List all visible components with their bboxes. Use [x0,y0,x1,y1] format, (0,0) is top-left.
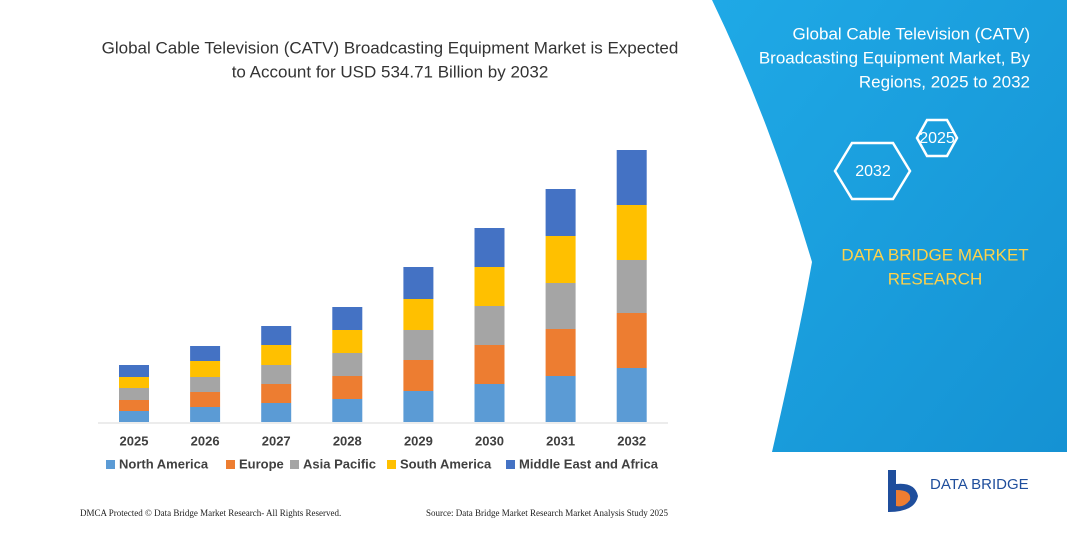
brand-text: RESEARCH [888,269,982,288]
bar-segment [403,267,434,299]
legend-label: Middle East and Africa [519,456,659,471]
bar-segment [190,361,221,377]
x-tick-label: 2031 [546,433,575,448]
bar-segment [119,377,149,388]
bar-segment [261,384,292,403]
legend-swatch [506,460,515,469]
bar-segment [119,388,149,400]
bar-segment [332,399,363,422]
bar-segment [545,329,576,376]
legend-label: Europe [239,456,284,471]
x-tick-label: 2027 [262,433,291,448]
bar-segment [545,236,576,283]
side-panel [712,0,1067,452]
brand-text: DATA BRIDGE MARKET [841,245,1028,264]
bar-segment [190,346,221,361]
legend-swatch [106,460,115,469]
bar-segment [474,267,505,306]
bar-segment [261,403,292,422]
chart-title: to Account for USD 534.71 Billion by 203… [232,62,549,81]
bar-segment [545,376,576,422]
bar-segment [332,307,363,330]
bar-segment [119,400,149,411]
bar-segment [545,283,576,329]
bar-segment [190,377,221,392]
x-tick-label: 2028 [333,433,362,448]
logo-mark [888,470,918,512]
footer-right: Source: Data Bridge Market Research Mark… [426,508,668,518]
bar-segment [474,384,505,422]
bar-segment [332,330,363,353]
bar-segment [332,353,363,376]
bar-segment [474,306,505,345]
x-tick-label: 2025 [120,433,149,448]
legend-swatch [387,460,396,469]
legend-swatch [226,460,235,469]
bar-segment [403,299,434,330]
bar-segment [474,228,505,267]
hexagon-label: 2032 [855,163,891,180]
x-tick-label: 2026 [191,433,220,448]
hexagon [915,118,959,158]
bar-segment [474,345,505,384]
legend-label: North America [119,456,209,471]
bar-segment [190,392,221,407]
bar-segment [616,205,647,260]
hexagon-label: 2025 [919,130,955,147]
bar-segment [261,345,292,365]
bar-segment [190,407,221,422]
bar-segment [332,376,363,399]
bar-segment [119,365,149,377]
bar-segment [261,326,292,345]
x-tick-label: 2029 [404,433,433,448]
legend-label: Asia Pacific [303,456,376,471]
legend-label: South America [400,456,492,471]
x-tick-label: 2030 [475,433,504,448]
panel-title: Broadcasting Equipment Market, By [759,48,1031,67]
bar-segment [403,360,434,391]
x-tick-label: 2032 [617,433,646,448]
panel-title: Global Cable Television (CATV) [793,24,1030,43]
bar-segment [119,411,149,422]
bar-segment [616,368,647,422]
bar-segment [403,391,434,422]
bar-segment [545,189,576,236]
bar-segment [616,150,647,205]
hexagon [833,141,912,201]
bar-segment [616,260,647,313]
bar-segment [261,365,292,384]
panel-title: Regions, 2025 to 2032 [859,72,1030,91]
bar-segment [403,330,434,360]
footer-left: DMCA Protected © Data Bridge Market Rese… [80,508,341,518]
bar-segment [616,313,647,368]
chart-title: Global Cable Television (CATV) Broadcast… [102,38,679,57]
logo-text: DATA BRIDGE [930,476,1029,493]
legend-swatch [290,460,299,469]
